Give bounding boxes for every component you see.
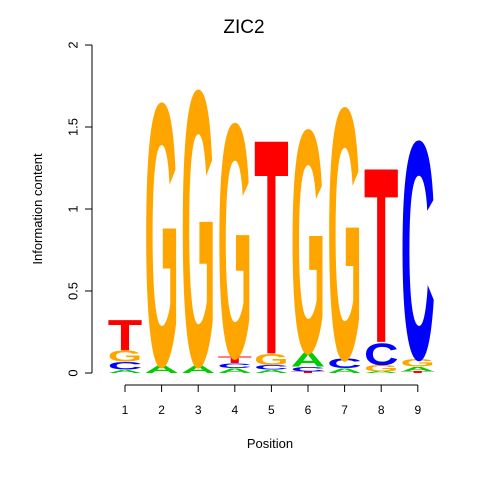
y-tick-label: 0.5	[66, 282, 81, 300]
y-tick-label: 1	[66, 205, 81, 212]
logo-letter-a: A	[291, 348, 326, 371]
logo-letter-a: A	[401, 365, 435, 373]
logo-letter-t: T	[401, 371, 435, 374]
logo-letter-g: G	[364, 363, 398, 373]
x-tick-label: 2	[158, 403, 165, 417]
y-tick-label: 1.5	[66, 118, 81, 136]
y-axis-label: Information content	[30, 153, 45, 265]
x-tick-label: 5	[268, 403, 275, 417]
logo-letter-c: C	[327, 356, 362, 371]
x-tick-label: 7	[341, 403, 348, 417]
logo-letter-c: C	[254, 364, 288, 372]
x-axis: 1 2 3 4 5 6 7 8 9	[122, 384, 421, 417]
chart-title: ZIC2	[223, 17, 264, 38]
logo-letter-a: A	[254, 369, 288, 374]
logo-letter-t: T	[218, 355, 253, 365]
logo-letter-t: T	[254, 75, 288, 419]
logo-letter-a: A	[181, 363, 215, 375]
x-tick-label: 9	[414, 403, 421, 417]
logo-letter-c: C	[364, 336, 398, 372]
logo-letter-c: C	[108, 360, 142, 372]
y-tick-label: 2	[66, 41, 81, 48]
logo-letter-g: G	[108, 348, 142, 366]
logo-letter-g: G	[291, 65, 325, 421]
logo-letter-c: C	[218, 362, 252, 370]
x-tick-label: 4	[231, 403, 238, 417]
logo-letter-a: A	[327, 367, 361, 375]
logo-letter-g: G	[218, 54, 252, 428]
x-tick-label: 3	[195, 403, 202, 417]
logo-letter-c: C	[291, 365, 325, 373]
logo-letter-a: A	[108, 369, 142, 374]
x-axis-label: Position	[247, 436, 293, 451]
logo-letter-g: G	[181, 9, 215, 449]
logo-letter-g: G	[327, 34, 361, 435]
logo-letter-c: C	[401, 77, 435, 425]
logo-letter-g: G	[254, 351, 288, 369]
logo-letter-g: G	[401, 356, 435, 369]
logo-letter-g: G	[144, 25, 178, 445]
logo-letter-a: A	[364, 371, 398, 374]
logo-letter-t: T	[364, 117, 398, 396]
x-tick-label: 6	[305, 403, 312, 417]
y-axis: 0 0.5 1 1.5 2	[66, 41, 93, 377]
y-tick-label: 0	[66, 369, 81, 376]
logo-letter-a: A	[218, 367, 252, 375]
x-tick-label: 8	[378, 403, 385, 417]
x-tick-label: 1	[122, 403, 129, 417]
logo-letter-a: A	[144, 363, 178, 375]
logo-letter-t: T	[291, 371, 325, 374]
logo-letter-t: T	[108, 310, 143, 359]
